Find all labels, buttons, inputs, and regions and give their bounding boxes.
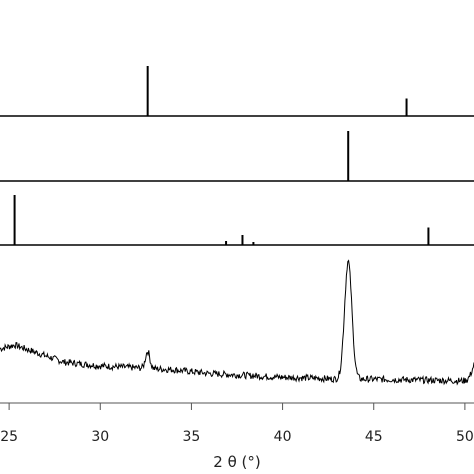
x-axis-ticks: 25 30 35 40 45 50	[0, 403, 474, 445]
x-tick-label-30: 30	[91, 429, 109, 445]
reference-pattern-2	[0, 131, 474, 182]
x-tick-label-50: 50	[456, 429, 474, 445]
x-tick-label-45: 45	[365, 429, 383, 445]
reference-pattern-1	[0, 66, 474, 117]
reference-pattern-3	[0, 195, 474, 246]
pattern-panels	[0, 66, 474, 386]
x-tick-label-25: 25	[0, 429, 18, 445]
x-tick-label-35: 35	[183, 429, 201, 445]
x-tick-label-40: 40	[274, 429, 292, 445]
x-axis-title: 2 θ (°)	[213, 453, 260, 471]
measured-pattern-line	[0, 259, 474, 386]
